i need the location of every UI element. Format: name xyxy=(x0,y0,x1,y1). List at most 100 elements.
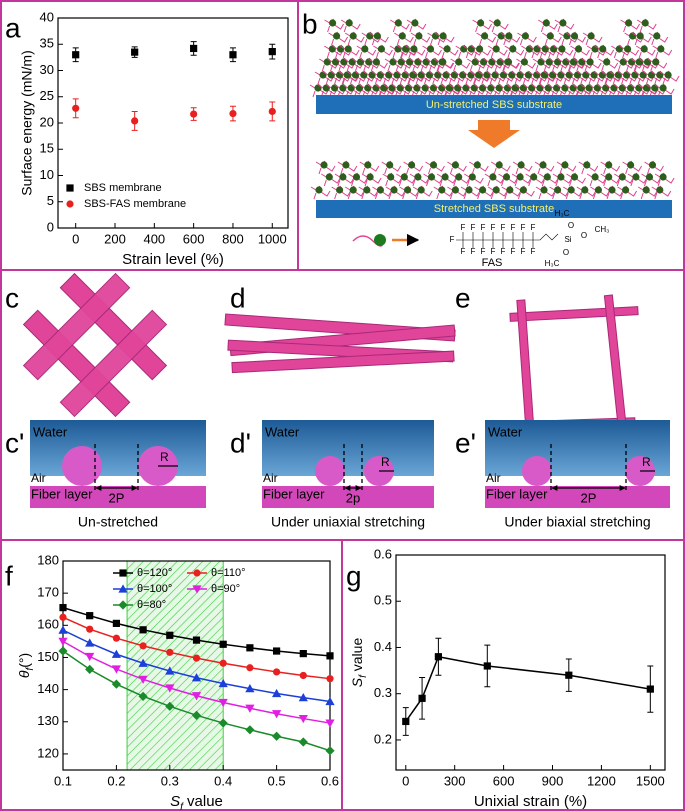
fiber-label: Fiber layer xyxy=(31,486,93,501)
data-point xyxy=(138,675,148,684)
substrate-label: Un-stretched SBS substrate xyxy=(426,99,562,111)
head xyxy=(544,84,552,92)
y-tick-label: 140 xyxy=(37,681,59,696)
formula-atom: F xyxy=(481,223,486,232)
x-tick-label: 600 xyxy=(183,231,205,246)
head xyxy=(340,58,348,66)
head xyxy=(565,71,573,79)
legend-marker xyxy=(119,569,127,577)
head xyxy=(372,58,380,66)
data-point xyxy=(112,619,120,627)
legend-label: θ=110° xyxy=(211,567,245,579)
head xyxy=(438,186,446,194)
data-point xyxy=(298,714,308,724)
head xyxy=(489,173,497,181)
panel-label: d xyxy=(230,282,246,313)
axis-title: Sf value xyxy=(170,793,223,811)
data-point xyxy=(139,642,147,650)
head xyxy=(380,84,388,92)
head xyxy=(406,58,414,66)
fiber-layer xyxy=(485,486,670,508)
data-point xyxy=(58,646,68,656)
head xyxy=(559,19,567,27)
fiber xyxy=(315,456,345,486)
legend-label: θ=90° xyxy=(211,583,240,595)
fas-head xyxy=(374,234,386,246)
head xyxy=(349,186,357,194)
head xyxy=(314,84,322,92)
head xyxy=(328,45,336,53)
head xyxy=(549,71,557,79)
x-tick-label: 1500 xyxy=(636,773,665,788)
head xyxy=(540,186,548,194)
head xyxy=(344,45,352,53)
data-point xyxy=(85,664,95,674)
head xyxy=(450,71,458,79)
head xyxy=(519,186,528,194)
formula-atom: F xyxy=(531,247,536,256)
data-point xyxy=(72,51,80,59)
head xyxy=(413,84,421,92)
head xyxy=(608,186,616,194)
head xyxy=(642,84,651,92)
head xyxy=(659,84,667,92)
head xyxy=(502,173,511,181)
air-label: Air xyxy=(263,471,278,485)
formula-atom: F xyxy=(461,223,466,232)
head xyxy=(421,84,429,92)
x-tick-label: 0.1 xyxy=(54,773,72,788)
head xyxy=(567,186,575,194)
head xyxy=(642,186,650,194)
head xyxy=(409,71,417,79)
head xyxy=(504,58,512,66)
head xyxy=(422,58,430,66)
data-point xyxy=(245,725,255,735)
head xyxy=(417,186,425,194)
head xyxy=(509,45,517,53)
data-point xyxy=(165,666,175,675)
formula-atom: CH₃ xyxy=(595,225,610,234)
head xyxy=(593,84,602,92)
head xyxy=(475,71,483,79)
axis-title-part: S xyxy=(170,793,180,810)
y-tick-label: 160 xyxy=(37,617,59,632)
head xyxy=(647,71,656,79)
head xyxy=(583,161,591,169)
formula-atom: F xyxy=(521,223,526,232)
y-tick-label: 0.4 xyxy=(374,639,392,654)
legend-marker xyxy=(192,585,202,594)
bond xyxy=(456,233,559,241)
formula-atom: H₃C xyxy=(555,209,570,218)
head xyxy=(558,45,566,53)
head xyxy=(505,32,513,40)
water-label: Water xyxy=(33,424,68,439)
formula-atom: F xyxy=(461,247,466,256)
data-point xyxy=(85,652,95,662)
head xyxy=(488,58,496,66)
head xyxy=(591,173,599,181)
formula-atom: F xyxy=(491,223,496,232)
head xyxy=(364,161,372,169)
legend-label: θ=120° xyxy=(137,567,172,579)
data-point xyxy=(218,678,228,688)
y-tick-label: 0.3 xyxy=(374,685,392,700)
head xyxy=(336,186,344,194)
head xyxy=(624,45,632,53)
plot-frame xyxy=(62,560,331,771)
panel-label: c xyxy=(5,282,19,313)
head xyxy=(470,84,478,92)
air-label: Air xyxy=(486,471,501,485)
y-tick-label: 0.6 xyxy=(374,546,392,561)
y-tick-label: 5 xyxy=(47,193,54,208)
molecule-label: FAS xyxy=(482,257,503,269)
head xyxy=(356,58,365,66)
head xyxy=(325,173,333,181)
head xyxy=(573,71,582,79)
head xyxy=(377,45,385,53)
data-point xyxy=(229,51,237,59)
panel-label: b xyxy=(302,8,318,39)
